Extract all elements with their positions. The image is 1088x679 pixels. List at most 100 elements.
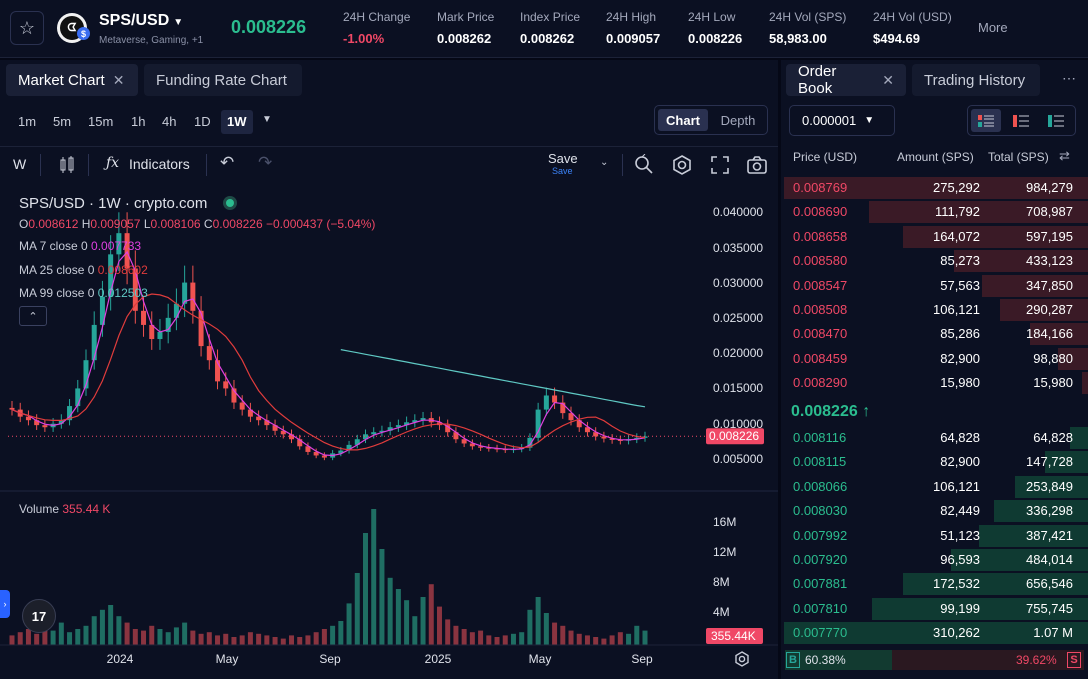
save-button[interactable]: Save [548, 151, 578, 166]
undo-icon[interactable]: ↶ [220, 153, 235, 172]
close-value: 0.008226 [212, 217, 263, 231]
pair-selector[interactable]: SPS/USD ▼ [99, 12, 183, 30]
order-book-row[interactable]: 0.008290 15,980 15,980 [781, 371, 1088, 395]
order-book-row[interactable]: 0.008769 275,292 984,279 [781, 176, 1088, 200]
price-axis-label: 0.015000 [713, 381, 763, 395]
volume-bar [469, 632, 475, 645]
order-book-row[interactable]: 0.008470 85,286 184,166 [781, 322, 1088, 346]
timeframe-4h[interactable]: 4h [162, 114, 177, 129]
collapse-legend-button[interactable]: ⌃ [19, 306, 47, 326]
volume-bar [313, 632, 319, 645]
timeframe-1h[interactable]: 1h [131, 114, 146, 129]
order-book-row[interactable]: 0.008547 57,563 347,850 [781, 274, 1088, 298]
ma7-value: 0.007733 [91, 239, 142, 253]
volume-bar [264, 635, 270, 645]
chart-toolbar [0, 146, 778, 182]
candle-body [215, 360, 221, 382]
interval-button[interactable]: W [13, 156, 27, 172]
order-book-row[interactable]: 0.008580 85,273 433,123 [781, 249, 1088, 273]
volume-bar [34, 633, 40, 645]
order-book-row[interactable]: 0.008508 106,121 290,287 [781, 298, 1088, 322]
row-amount: 172,532 [933, 576, 980, 592]
candle-body [280, 430, 286, 435]
timeframe-5m[interactable]: 5m [53, 114, 72, 129]
redo-icon[interactable]: ↷ [258, 153, 273, 172]
order-book-row[interactable]: 0.008459 82,900 98,880 [781, 347, 1088, 371]
order-book-row[interactable]: 0.007770 310,262 1.07 M [781, 621, 1088, 645]
order-book-row[interactable]: 0.007810 99,199 755,745 [781, 597, 1088, 621]
precision-select[interactable]: 0.000001 ▼ [789, 105, 895, 136]
both-sides-layout-icon[interactable] [971, 109, 1001, 132]
chevron-down-icon[interactable]: ▼ [262, 114, 272, 125]
tab-order-book[interactable]: Order Book ✕ [786, 63, 906, 97]
refresh-icon[interactable]: ⇄ [1059, 148, 1070, 163]
row-total: 336,298 [1026, 503, 1073, 519]
ma25-readout: MA 25 close 0 0.008602 [19, 263, 148, 277]
fullscreen-icon[interactable] [710, 155, 730, 175]
stat-label: 24H High [606, 10, 657, 24]
more-options-icon[interactable]: ⋯ [1062, 70, 1076, 86]
row-price: 0.008459 [793, 350, 848, 366]
more-button[interactable]: More [978, 20, 1008, 35]
chart-view-button[interactable]: Chart [658, 109, 708, 131]
candles-icon[interactable] [58, 155, 76, 175]
order-book-row[interactable]: 0.007920 96,593 484,014 [781, 548, 1088, 572]
indicators-button[interactable]: Indicators [129, 156, 190, 172]
candle-body [354, 439, 360, 445]
row-total: 755,745 [1026, 600, 1073, 616]
order-book-row[interactable]: 0.008115 82,900 147,728 [781, 450, 1088, 474]
order-book-row[interactable]: 0.008030 82,449 336,298 [781, 499, 1088, 523]
sell-badge: S [1067, 652, 1081, 668]
side-drawer-handle[interactable]: › [0, 590, 10, 618]
stat-value: 58,983.00 [769, 31, 827, 46]
row-total: 433,123 [1026, 253, 1073, 269]
chevron-down-icon[interactable]: ⌄ [600, 157, 609, 168]
order-book-row[interactable]: 0.007881 172,532 656,546 [781, 572, 1088, 596]
order-book-row[interactable]: 0.007992 51,123 387,421 [781, 524, 1088, 548]
volume-bar [223, 633, 229, 645]
depth-view-button[interactable]: Depth [720, 112, 756, 128]
stat-label: Mark Price [437, 10, 495, 24]
tab-label: Funding Rate Chart [156, 71, 287, 89]
tab-trading-history[interactable]: Trading History [912, 64, 1040, 96]
order-book-row[interactable]: 0.008116 64,828 64,828 [781, 426, 1088, 450]
camera-icon[interactable] [746, 154, 768, 176]
close-icon[interactable]: ✕ [112, 71, 125, 88]
col-amount-header: Amount (SPS) [897, 150, 974, 164]
time-axis-label: Sep [319, 652, 341, 666]
order-book-row[interactable]: 0.008658 164,072 597,195 [781, 225, 1088, 249]
close-icon[interactable]: ✕ [882, 71, 894, 88]
close-label: C [203, 217, 213, 231]
low-label: L [143, 217, 151, 231]
volume-bar [173, 627, 179, 645]
candle-body [289, 434, 295, 440]
order-book-row[interactable]: 0.008690 111,792 708,987 [781, 200, 1088, 224]
price-chart[interactable]: 0.040000 0.035000 0.030000 0.025000 0.020000… [0, 186, 778, 676]
row-price: 0.008030 [793, 503, 848, 519]
star-icon[interactable]: ☆ [10, 11, 44, 45]
order-book-row[interactable]: 0.008066 106,121 253,849 [781, 475, 1088, 499]
asks-layout-icon[interactable] [1006, 109, 1036, 132]
timeframe-1W[interactable]: 1W [221, 110, 253, 134]
depth-bar [869, 201, 1088, 224]
row-amount: 82,449 [940, 503, 980, 519]
candle-body [206, 346, 212, 361]
pair-tags: Metaverse, Gaming, +1 [99, 35, 204, 46]
bids-layout-icon[interactable] [1041, 109, 1071, 132]
volume-bar [116, 616, 122, 645]
candle-body [182, 282, 188, 304]
timeframe-1D[interactable]: 1D [194, 114, 211, 129]
settings-gear-icon[interactable] [671, 154, 693, 176]
candle-body [34, 420, 40, 426]
timeframe-1m[interactable]: 1m [18, 114, 37, 129]
tab-market-chart[interactable]: Market Chart ✕ [6, 64, 138, 96]
volume-bar [527, 609, 533, 645]
row-price: 0.008547 [793, 277, 848, 293]
timeframe-15m[interactable]: 15m [88, 114, 114, 129]
tradingview-logo[interactable]: 17 [22, 599, 56, 633]
volume-bar [519, 632, 525, 645]
tab-funding-rate-chart[interactable]: Funding Rate Chart [144, 64, 302, 96]
volume-bar [9, 635, 15, 645]
quick-search-icon[interactable] [633, 154, 655, 176]
settings-gear-icon[interactable] [733, 650, 751, 668]
